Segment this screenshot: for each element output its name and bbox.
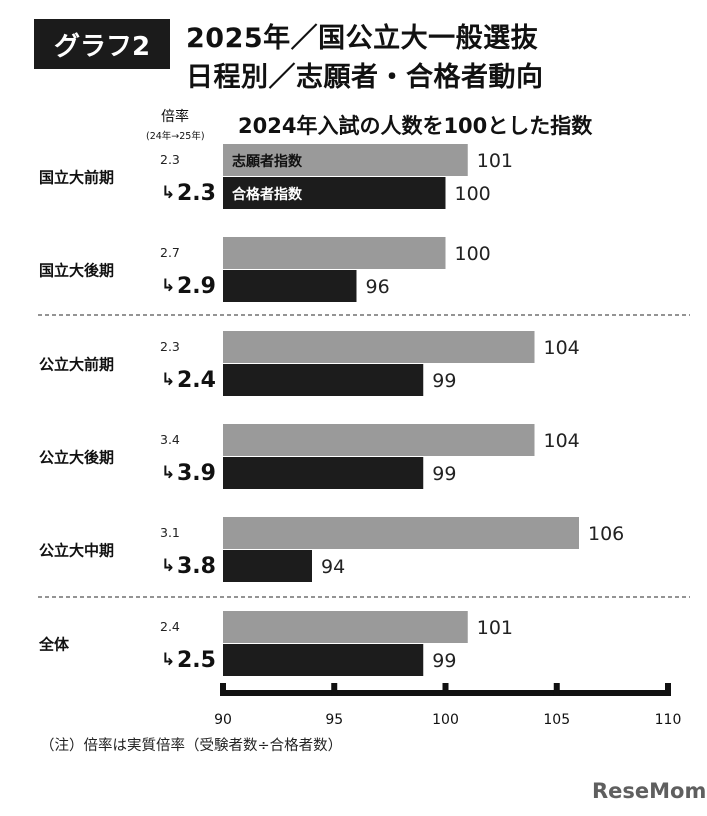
value-label-passers: 94: [321, 556, 345, 578]
value-label-applicants: 101: [477, 617, 513, 639]
category-label: 国立大前期: [39, 169, 114, 187]
category-label: 国立大後期: [39, 262, 114, 280]
x-tick-label: 90: [214, 712, 232, 728]
value-label-passers: 99: [432, 463, 456, 485]
ratio-current: 3.8: [177, 554, 216, 579]
value-label-applicants: 101: [477, 150, 513, 172]
bar-applicants: [223, 611, 468, 643]
bar-passers: [223, 644, 424, 676]
category-label: 公立大後期: [39, 449, 114, 467]
ratio-period: (24年→25年): [146, 131, 205, 142]
bar-passers: [223, 550, 312, 582]
value-label-applicants: 100: [455, 243, 491, 265]
value-label-passers: 96: [366, 276, 390, 298]
x-tick-label: 105: [543, 712, 570, 728]
legend-applicants: 志願者指数: [232, 153, 303, 170]
legend-passers: 合格者指数: [232, 186, 303, 203]
bar-passers: [223, 270, 357, 302]
brand-logo: ReseMom: [592, 779, 707, 803]
ratio-header: 倍率: [161, 109, 189, 125]
bar-passers: [223, 457, 424, 489]
category-label: 全体: [38, 636, 70, 654]
footnote: （注）倍率は実質倍率（受験者数÷合格者数）: [40, 738, 343, 754]
value-label-applicants: 104: [544, 337, 580, 359]
ratio-prev: 2.4: [160, 619, 180, 634]
category-label: 公立大前期: [39, 356, 114, 374]
bar-applicants: [223, 424, 535, 456]
value-label-passers: 99: [432, 650, 456, 672]
x-tick-label: 110: [655, 712, 682, 728]
chart-subtitle: 2024年入試の人数を100とした指数: [238, 114, 593, 138]
ratio-prev: 3.1: [160, 525, 180, 540]
ratio-current: 2.5: [177, 648, 216, 673]
bar-passers: [223, 177, 446, 209]
ratio-prev: 2.3: [160, 152, 180, 167]
ratio-current: 2.3: [177, 181, 216, 206]
bar-passers: [223, 364, 424, 396]
bar-applicants: [223, 331, 535, 363]
ratio-prev: 3.4: [160, 432, 180, 447]
ratio-arrow-icon: ↳: [161, 370, 175, 390]
value-label-applicants: 106: [588, 523, 624, 545]
ratio-current: 2.4: [177, 368, 216, 393]
x-tick-label: 95: [325, 712, 343, 728]
ratio-prev: 2.7: [160, 245, 180, 260]
graph-badge: グラフ2: [34, 19, 170, 69]
ratio-arrow-icon: ↳: [161, 183, 175, 203]
chart-title-line2: 日程別／志願者・合格者動向: [186, 62, 544, 93]
bar-applicants: [223, 517, 579, 549]
chart-title-line1: 2025年／国公立大一般選抜: [186, 23, 539, 54]
value-label-passers: 99: [432, 370, 456, 392]
ratio-arrow-icon: ↳: [161, 650, 175, 670]
ratio-arrow-icon: ↳: [161, 556, 175, 576]
bar-applicants: [223, 237, 446, 269]
bar-applicants: [223, 144, 468, 176]
value-label-passers: 100: [455, 183, 491, 205]
value-label-applicants: 104: [544, 430, 580, 452]
ratio-arrow-icon: ↳: [161, 276, 175, 296]
x-tick-label: 100: [432, 712, 459, 728]
category-label: 公立大中期: [39, 542, 114, 560]
ratio-arrow-icon: ↳: [161, 463, 175, 483]
ratio-current: 2.9: [177, 274, 216, 299]
ratio-current: 3.9: [177, 461, 216, 486]
ratio-prev: 2.3: [160, 339, 180, 354]
